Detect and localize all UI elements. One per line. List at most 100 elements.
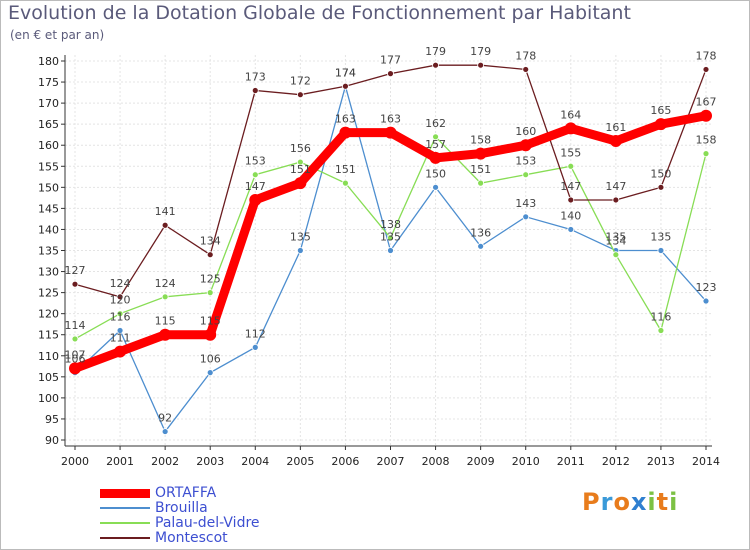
data-label-brouilla: 174 xyxy=(335,66,356,79)
data-label-montescot: 127 xyxy=(65,264,86,277)
data-label-ortaffa: 160 xyxy=(515,125,536,138)
data-label-ortaffa: 164 xyxy=(560,108,581,121)
data-point-palau-del-vidre xyxy=(432,133,439,141)
x-tick-label: 2002 xyxy=(151,455,179,468)
data-label-montescot: 179 xyxy=(425,45,446,58)
data-point-palau-del-vidre xyxy=(116,310,124,318)
data-label-ortaffa: 161 xyxy=(605,121,626,134)
data-label-montescot: 147 xyxy=(560,180,581,193)
data-label-montescot: 141 xyxy=(155,205,176,218)
x-tick-label: 2004 xyxy=(241,455,269,468)
series-lines xyxy=(69,61,712,435)
x-tick-label: 2010 xyxy=(512,455,540,468)
data-label-ortaffa: 111 xyxy=(110,332,131,345)
data-label-palau-del-vidre: 116 xyxy=(650,311,671,324)
data-point-ortaffa xyxy=(69,362,81,375)
y-tick-label: 125 xyxy=(38,287,59,300)
data-label-palau-del-vidre: 158 xyxy=(696,134,717,147)
y-tick-label: 175 xyxy=(38,76,59,89)
data-point-ortaffa xyxy=(654,118,667,131)
y-tick-label: 150 xyxy=(38,181,59,194)
data-point-ortaffa xyxy=(564,122,577,135)
data-point-ortaffa xyxy=(204,328,217,341)
data-point-brouilla xyxy=(387,247,394,254)
logo-letter: o xyxy=(613,488,631,516)
data-label-palau-del-vidre: 134 xyxy=(605,235,626,248)
data-point-ortaffa xyxy=(294,177,307,190)
data-point-montescot xyxy=(657,183,665,191)
data-label-ortaffa: 147 xyxy=(245,180,266,193)
y-tick-label: 110 xyxy=(38,350,59,363)
y-tick-label: 180 xyxy=(38,55,59,68)
legend-label-ortaffa: ORTAFFA xyxy=(155,485,217,501)
data-point-brouilla xyxy=(567,226,575,233)
y-tick-label: 155 xyxy=(38,160,59,173)
data-point-ortaffa xyxy=(114,345,127,358)
data-label-brouilla: 135 xyxy=(380,231,401,244)
data-point-palau-del-vidre xyxy=(522,171,530,179)
y-tick-label: 90 xyxy=(45,434,59,447)
data-label-brouilla: 112 xyxy=(245,327,266,340)
chart-subtitle: (en € et par an) xyxy=(10,28,105,42)
data-point-ortaffa xyxy=(339,126,352,139)
data-point-brouilla xyxy=(206,369,214,377)
data-point-palau-del-vidre xyxy=(206,289,214,297)
data-point-montescot xyxy=(387,70,394,78)
data-point-brouilla xyxy=(432,183,439,191)
data-point-montescot xyxy=(116,293,124,301)
data-label-brouilla: 106 xyxy=(65,353,86,366)
logo-letter: x xyxy=(630,488,648,516)
data-label-brouilla: 106 xyxy=(200,353,221,366)
y-tick-label: 145 xyxy=(38,202,59,215)
legend-label-palau-del-vidre: Palau-del-Vidre xyxy=(155,515,260,531)
data-point-palau-del-vidre xyxy=(296,158,304,166)
data-point-ortaffa xyxy=(609,135,622,148)
x-tick-label: 2001 xyxy=(106,455,134,468)
data-label-brouilla: 135 xyxy=(290,231,311,244)
legend-swatch-ortaffa xyxy=(100,489,150,498)
x-tick-label: 2009 xyxy=(467,455,495,468)
data-label-ortaffa: 165 xyxy=(650,104,671,117)
data-point-palau-del-vidre xyxy=(342,179,349,187)
data-point-ortaffa xyxy=(384,126,397,139)
x-tick-label: 2008 xyxy=(422,455,450,468)
data-label-brouilla: 123 xyxy=(696,281,717,294)
data-point-ortaffa xyxy=(429,151,442,164)
data-point-montescot xyxy=(206,251,214,259)
y-tick-label: 130 xyxy=(38,266,59,279)
data-point-montescot xyxy=(296,91,304,99)
data-point-montescot xyxy=(612,196,620,204)
data-point-brouilla xyxy=(251,343,259,351)
x-tick-label: 2007 xyxy=(377,455,405,468)
data-point-ortaffa xyxy=(519,139,532,152)
data-label-ortaffa: 115 xyxy=(200,315,221,328)
data-label-palau-del-vidre: 153 xyxy=(515,155,536,168)
data-point-montescot xyxy=(251,87,259,94)
data-label-montescot: 134 xyxy=(200,235,221,248)
x-tick-label: 2005 xyxy=(286,455,314,468)
y-tick-label: 105 xyxy=(38,371,59,384)
data-label-montescot: 147 xyxy=(605,180,626,193)
data-label-ortaffa: 163 xyxy=(335,113,356,126)
data-point-brouilla xyxy=(702,297,710,305)
data-point-palau-del-vidre xyxy=(702,150,710,158)
data-point-brouilla xyxy=(657,247,665,254)
data-point-brouilla xyxy=(161,428,169,435)
data-label-palau-del-vidre: 138 xyxy=(380,218,401,231)
data-label-brouilla: 116 xyxy=(110,311,131,324)
data-label-ortaffa: 115 xyxy=(155,315,176,328)
logo-letter: P xyxy=(582,488,601,516)
data-point-montescot xyxy=(477,61,485,69)
data-point-montescot xyxy=(342,82,349,90)
data-point-palau-del-vidre xyxy=(71,335,79,343)
data-point-palau-del-vidre xyxy=(161,293,169,301)
data-label-palau-del-vidre: 125 xyxy=(200,273,221,286)
y-tick-label: 165 xyxy=(38,118,59,131)
data-label-brouilla: 143 xyxy=(515,197,536,210)
x-tick-label: 2011 xyxy=(557,455,585,468)
data-label-montescot: 173 xyxy=(245,70,266,83)
data-label-palau-del-vidre: 124 xyxy=(155,277,176,290)
x-tick-label: 2014 xyxy=(692,455,720,468)
y-tick-label: 170 xyxy=(38,97,59,110)
